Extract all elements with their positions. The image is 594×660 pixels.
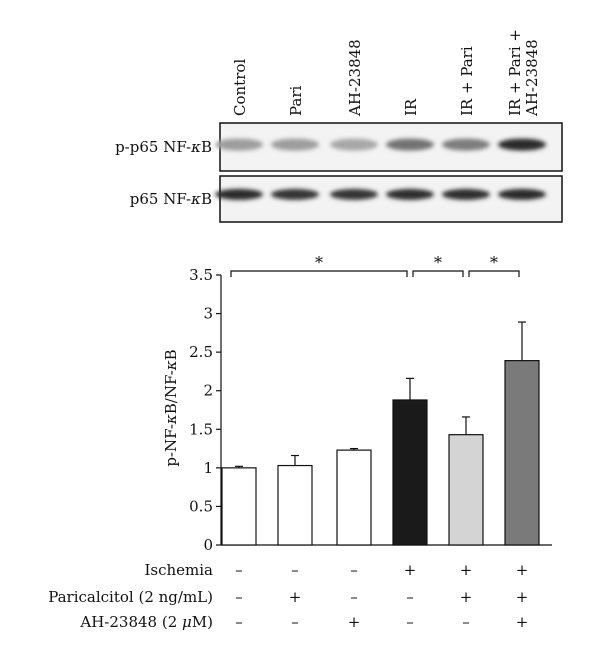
blot-band <box>498 138 546 151</box>
significance-bracket: * <box>230 253 408 277</box>
blot-row-label: p-p65 NF-κB <box>115 138 212 156</box>
bracket-line <box>468 270 520 277</box>
bracket-line <box>412 270 464 277</box>
bars <box>221 321 540 546</box>
lane-label-text: Pari <box>287 85 305 116</box>
bar <box>504 360 540 546</box>
treatment-label: Ischemia <box>144 561 213 579</box>
blot-band <box>442 138 490 151</box>
significance-bracket: * <box>412 253 464 277</box>
treatment-row: AH-23848 (2 μM) – – + – – + <box>79 613 528 631</box>
bar-group <box>336 447 372 546</box>
treatment-sign: – <box>291 613 299 631</box>
treatment-sign: + <box>516 588 529 606</box>
lane-label: Control <box>231 59 249 116</box>
blot-band <box>442 188 490 200</box>
significance-star: * <box>315 253 323 272</box>
blot-band <box>498 188 546 200</box>
y-axis-label: p-NF-κB/NF-κB <box>162 349 180 466</box>
significance-brackets: * * * <box>230 253 520 277</box>
lane-label-text: IR + Pari <box>458 46 476 116</box>
lane-label-text: Control <box>231 59 249 116</box>
lane-label-text: IR + Pari + <box>506 29 524 116</box>
blot-band <box>215 188 263 200</box>
y-tick-label: 3 <box>203 305 213 323</box>
bar <box>277 464 313 546</box>
bracket-line <box>230 270 408 277</box>
blot-membrane <box>219 175 563 223</box>
bar-group <box>221 465 257 546</box>
treatment-sign: + <box>289 588 302 606</box>
bar <box>336 449 372 546</box>
bar <box>448 434 484 546</box>
blot-rows: p-p65 NF-κB p65 NF-κB <box>115 122 563 223</box>
significance-star: * <box>434 253 442 272</box>
bar <box>392 399 428 546</box>
significance-star: * <box>490 253 498 272</box>
treatment-sign: – <box>350 588 358 606</box>
lane-label-text: IR <box>402 98 420 116</box>
y-tick-label: 2 <box>203 382 213 400</box>
bar-group <box>392 377 428 546</box>
significance-bracket: * <box>468 253 520 277</box>
treatment-sign: – <box>235 613 243 631</box>
bar-group <box>277 454 313 546</box>
treatment-sign: + <box>404 561 417 579</box>
lane-label: IR <box>402 98 420 116</box>
treatment-table: Ischemia – – – + + + Paricalcitol (2 ng/mL) – + – –… <box>48 561 528 631</box>
bar-chart: 0 0.5 1 1.5 2 2.5 3 3.5 * * * p-NF-κB/NF-κB <box>162 253 552 554</box>
treatment-sign: – <box>350 561 358 579</box>
bar <box>221 467 257 546</box>
blot-band <box>271 188 319 200</box>
y-tick-label: 1 <box>203 459 213 477</box>
treatment-row: Ischemia – – – + + + <box>144 561 528 579</box>
bar-group <box>504 321 540 546</box>
blot-band <box>330 188 378 200</box>
lane-label: IR + Pari <box>458 46 476 116</box>
blot-row: p-p65 NF-κB <box>115 122 563 172</box>
treatment-sign: – <box>406 588 414 606</box>
bar-group <box>448 416 484 546</box>
blot-band <box>215 138 263 151</box>
treatment-sign: – <box>462 613 470 631</box>
lane-label-text: AH-23848 <box>346 39 364 117</box>
y-tick-label: 0 <box>203 536 213 554</box>
treatment-row: Paricalcitol (2 ng/mL) – + – – + + <box>48 588 528 606</box>
lane-label-text: AH-23848 <box>523 39 541 117</box>
y-axis: 0 0.5 1 1.5 2 2.5 3 3.5 <box>189 266 552 554</box>
treatment-sign: + <box>348 613 361 631</box>
lane-label: Pari <box>287 85 305 116</box>
blot-row-label: p65 NF-κB <box>130 190 212 208</box>
blot-row: p65 NF-κB <box>130 175 563 223</box>
treatment-sign: + <box>516 561 529 579</box>
treatment-sign: – <box>406 613 414 631</box>
blot-band <box>271 138 319 151</box>
treatment-label: AH-23848 (2 μM) <box>79 613 213 631</box>
treatment-label: Paricalcitol (2 ng/mL) <box>48 588 213 606</box>
treatment-sign: + <box>460 561 473 579</box>
treatment-sign: – <box>235 561 243 579</box>
y-tick-label: 1.5 <box>189 420 213 438</box>
blot-band <box>386 138 434 151</box>
treatment-sign: – <box>291 561 299 579</box>
lane-label: IR + Pari + AH-23848 <box>506 29 541 117</box>
y-tick-label: 0.5 <box>189 497 213 515</box>
lane-label: AH-23848 <box>346 39 364 117</box>
y-tick-label: 2.5 <box>189 343 213 361</box>
treatment-sign: + <box>460 588 473 606</box>
blot-band <box>386 188 434 200</box>
lane-labels: Control Pari AH-23848 IR IR + Pari IR + Pari … <box>231 29 541 117</box>
blot-band <box>330 138 378 151</box>
y-tick-label: 3.5 <box>189 266 213 284</box>
treatment-sign: + <box>516 613 529 631</box>
western-blot: Control Pari AH-23848 IR IR + Pari IR + Pari … <box>115 29 563 223</box>
treatment-sign: – <box>235 588 243 606</box>
